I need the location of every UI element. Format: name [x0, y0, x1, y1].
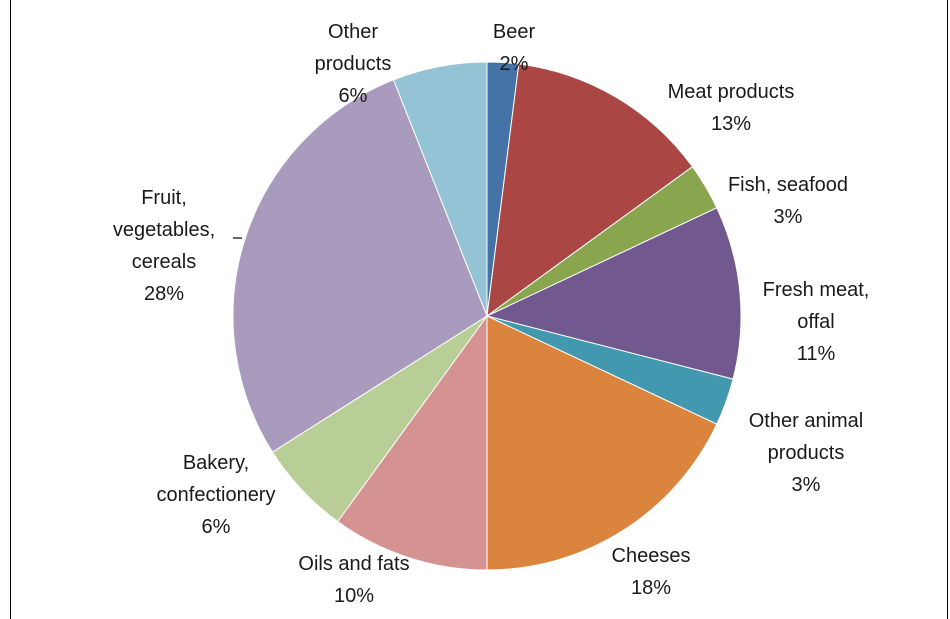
slice-percent: 18%	[631, 577, 671, 599]
slice-name: Meat products	[668, 81, 795, 103]
slice-name: Fruit,	[141, 187, 187, 209]
slice-name: vegetables,	[113, 219, 215, 241]
slice-percent: 28%	[144, 283, 184, 305]
slice-name: Fresh meat,	[763, 279, 870, 301]
slice-name: products	[768, 442, 845, 464]
slice-percent: 6%	[339, 85, 368, 107]
slice-label-fresh-meat-offal: Fresh meat, offal 11%	[763, 279, 870, 365]
slice-label-other-products: Other products 6%	[315, 21, 392, 107]
slice-percent: 3%	[774, 206, 803, 228]
slice-label-cheeses: Cheeses 18%	[612, 545, 691, 599]
slice-name: Other animal	[749, 410, 864, 432]
slice-label-bakery-confectionery: Bakery, confectionery 6%	[157, 452, 276, 538]
pie-chart: Beer 2% Meat products 13% Fish, seafood 3% Fre…	[113, 21, 870, 607]
slice-name: cereals	[132, 251, 196, 273]
slice-name: Other	[328, 21, 378, 43]
slice-name: Oils and fats	[298, 553, 409, 575]
slice-label-oils-and-fats: Oils and fats 10%	[298, 553, 409, 607]
slice-percent: 10%	[334, 585, 374, 607]
slice-label-meat-products: Meat products 13%	[668, 81, 795, 135]
slice-percent: 13%	[711, 113, 751, 135]
slice-percent: 11%	[797, 343, 836, 365]
slice-name: Cheeses	[612, 545, 691, 567]
slice-label-beer: Beer 2%	[493, 21, 536, 75]
slice-percent: 2%	[500, 53, 529, 75]
slice-name: Beer	[493, 21, 536, 43]
pie-slice-other-products	[392, 61, 488, 317]
pie-slice-fresh-meat-offal	[485, 207, 742, 380]
slice-name: Bakery,	[183, 452, 249, 474]
slice-labels: Beer 2% Meat products 13% Fish, seafood 3% Fre…	[113, 21, 870, 607]
slice-percent: 3%	[792, 474, 821, 496]
slice-name: confectionery	[157, 484, 276, 506]
slice-label-fish-seafood: Fish, seafood 3%	[728, 174, 848, 228]
slice-label-other-animal-products: Other animal products 3%	[749, 410, 864, 496]
pie-slice-oils-and-fats	[337, 314, 488, 571]
pie-slice-fruit-vegetables-cereals	[232, 79, 488, 453]
pie-slice-meat-products	[486, 63, 694, 318]
slice-name: Fish, seafood	[728, 174, 848, 196]
slice-label-fruit-vegetables-cereals: Fruit, vegetables, cereals 28%	[113, 187, 215, 305]
slice-name: offal	[797, 311, 834, 333]
pie-slices	[232, 61, 742, 571]
slice-percent: 6%	[202, 516, 231, 538]
pie-slice-cheeses	[486, 315, 718, 571]
slice-name: products	[315, 53, 392, 75]
chart-frame: Beer 2% Meat products 13% Fish, seafood 3% Fre…	[10, 0, 948, 619]
